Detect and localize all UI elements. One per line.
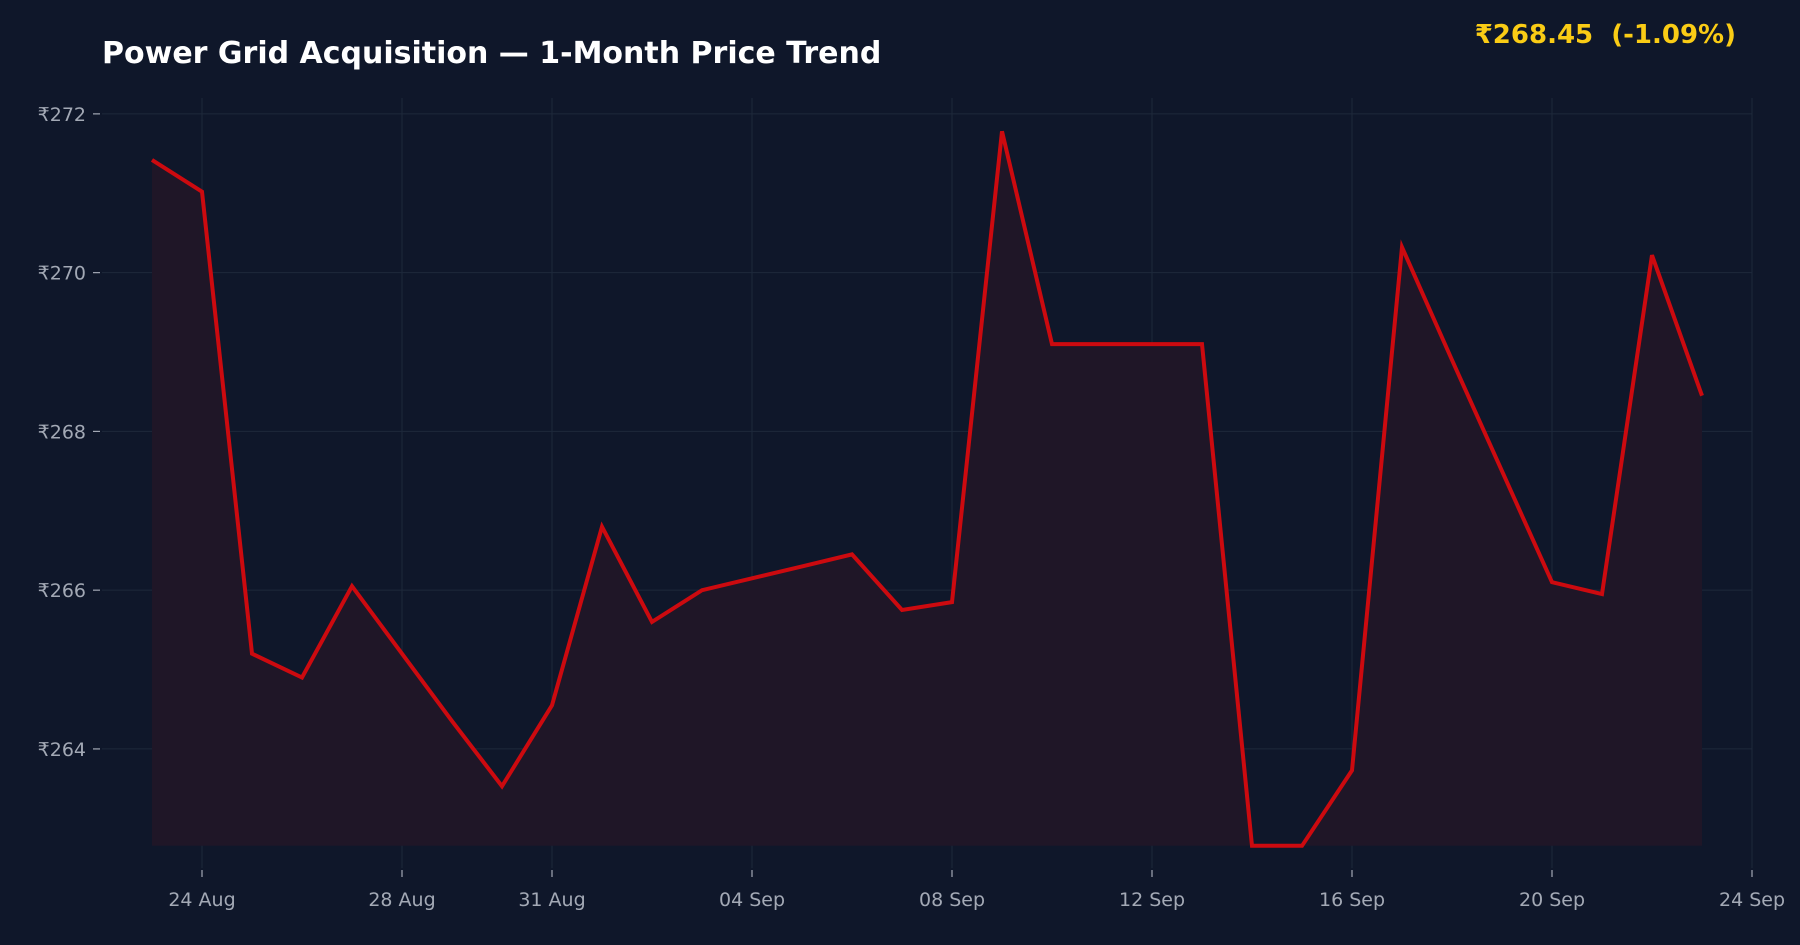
- data-point: [1000, 129, 1004, 133]
- data-point: [1350, 768, 1354, 772]
- data-point: [1550, 580, 1554, 584]
- data-point: [1150, 342, 1154, 346]
- data-point: [450, 719, 454, 723]
- data-point: [650, 620, 654, 624]
- data-point: [1050, 342, 1054, 346]
- price-area-fill: [152, 131, 1702, 846]
- x-tick-label: 04 Sep: [719, 889, 785, 911]
- price-line: [150, 130, 1704, 848]
- x-tick-label: 12 Sep: [1119, 889, 1185, 911]
- data-point: [750, 576, 754, 580]
- x-tick-label: 31 Aug: [518, 889, 585, 911]
- data-point: [1400, 245, 1404, 249]
- price-change-percent: (-1.09%): [1611, 20, 1736, 50]
- data-point: [200, 190, 204, 194]
- data-point: [150, 158, 154, 162]
- x-tick-label: 28 Aug: [368, 889, 435, 911]
- data-point: [500, 784, 504, 788]
- x-tick-label: 16 Sep: [1319, 889, 1385, 911]
- data-point: [1300, 844, 1304, 848]
- data-point: [1650, 253, 1654, 257]
- data-point: [1700, 394, 1704, 398]
- y-tick-label: ₹270: [38, 263, 86, 285]
- data-point: [1200, 342, 1204, 346]
- data-point: [400, 652, 404, 656]
- y-axis: ₹264 ₹266 ₹268 ₹270 ₹272: [38, 104, 100, 761]
- x-tick-label: 24 Sep: [1719, 889, 1785, 911]
- data-point: [350, 584, 354, 588]
- x-tick-label: 08 Sep: [919, 889, 985, 911]
- data-point: [550, 703, 554, 707]
- data-point: [1250, 844, 1254, 848]
- current-price: ₹268.45: [1474, 20, 1594, 50]
- data-point: [1500, 469, 1504, 473]
- y-tick-label: ₹268: [38, 421, 86, 443]
- data-point: [800, 564, 804, 568]
- data-point: [950, 600, 954, 604]
- x-tick-label: 24 Aug: [168, 889, 235, 911]
- data-point: [600, 525, 604, 529]
- y-tick-label: ₹266: [38, 580, 86, 602]
- chart-title: Power Grid Acquisition — 1-Month Price T…: [102, 36, 882, 71]
- data-point: [850, 552, 854, 556]
- price-change-badge: ₹268.45 (-1.09%): [1475, 20, 1736, 50]
- data-point: [1100, 342, 1104, 346]
- data-point: [1450, 358, 1454, 362]
- y-tick-label: ₹264: [38, 739, 86, 761]
- y-tick-label: ₹272: [38, 104, 86, 126]
- data-point: [250, 652, 254, 656]
- data-point: [300, 676, 304, 680]
- x-axis: 24 Aug 28 Aug 31 Aug 04 Sep 08 Sep 12 Sep 16 S…: [168, 870, 1785, 911]
- x-tick-label: 20 Sep: [1519, 889, 1585, 911]
- data-point: [700, 588, 704, 592]
- data-point: [900, 608, 904, 612]
- data-point: [1600, 592, 1604, 596]
